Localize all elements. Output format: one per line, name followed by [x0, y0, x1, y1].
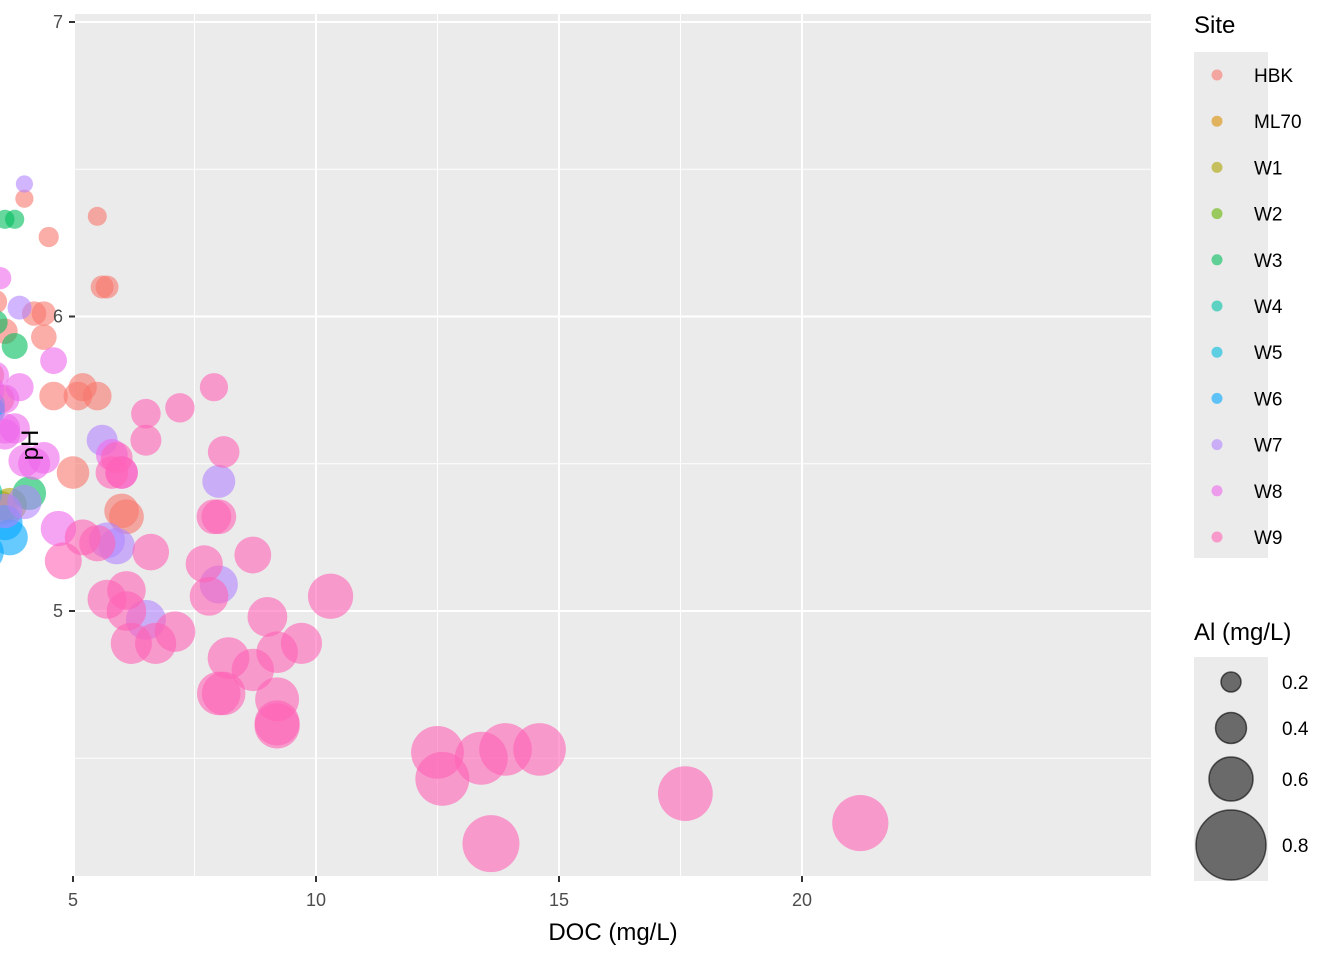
legend-label-w7: W7: [1254, 436, 1283, 457]
size-legend: 0.2 0.4 0.6 0.8: [1195, 671, 1309, 881]
data-point-w9: [513, 723, 566, 776]
size-legend-label: 0.8: [1282, 836, 1308, 857]
legend-label-w4: W4: [1254, 297, 1283, 318]
data-point-w8: [5, 373, 34, 402]
data-point-w8: [0, 413, 30, 444]
legend-key-w1: [1211, 161, 1223, 173]
legend-key-hbk: [1211, 69, 1223, 81]
color-legend-title: Site: [1194, 12, 1235, 39]
legend-label-w1: W1: [1254, 158, 1283, 179]
legend-key-w7: [1211, 439, 1223, 451]
data-point-w9: [247, 596, 288, 637]
legend-key-w6: [1211, 392, 1223, 404]
color-legend: HBK ML70 W1 W2 W3 W4 W5 W6 W7 W8 W9: [1211, 66, 1302, 549]
data-point-w9: [189, 576, 229, 616]
data-point-w8: [27, 441, 60, 474]
data-point-w7: [7, 295, 32, 320]
data-point-w9: [199, 373, 229, 402]
data-point-w8: [0, 267, 12, 290]
y-axis-ticks: 5 6 7: [53, 12, 75, 621]
data-point-w7: [7, 484, 42, 520]
data-point-w9: [234, 536, 272, 574]
data-point-hbk: [56, 456, 90, 489]
legend-label-w8: W8: [1254, 482, 1283, 503]
data-point-hbk: [31, 301, 57, 326]
data-point-hbk: [0, 290, 8, 313]
data-point-w9: [207, 436, 240, 468]
data-point-hbk: [109, 499, 144, 535]
data-point-hbk: [87, 206, 107, 226]
size-legend-key: [1208, 756, 1254, 802]
size-legend-label: 0.2: [1282, 673, 1308, 694]
data-point-w3: [5, 209, 25, 229]
y-tick-label: 7: [53, 12, 63, 32]
size-legend-label: 0.4: [1282, 719, 1309, 740]
data-point-w9: [307, 573, 354, 619]
data-point-hbk: [15, 189, 34, 208]
data-point-w9: [105, 456, 138, 489]
legend-label-w6: W6: [1254, 389, 1283, 410]
legend-key-w2: [1211, 208, 1223, 220]
legend-label-hbk: HBK: [1254, 66, 1293, 87]
data-point-w9: [201, 499, 237, 535]
y-tick-label: 6: [53, 307, 63, 327]
minor-gridlines: [75, 14, 1151, 876]
data-point-w9: [462, 815, 520, 873]
size-legend-key: [1214, 711, 1248, 745]
data-point-w7: [15, 175, 33, 193]
data-point-hbk: [38, 226, 59, 248]
legend-label-w3: W3: [1254, 251, 1283, 272]
legend-key-w3: [1211, 254, 1223, 266]
legend-key-w9: [1211, 531, 1223, 543]
data-point-hbk: [31, 324, 57, 350]
color-legend-background: [1194, 52, 1268, 558]
size-legend-label: 0.6: [1282, 770, 1308, 791]
x-tick-label: 15: [549, 890, 569, 910]
data-points: [0, 175, 889, 873]
legend-key-w5: [1211, 346, 1223, 358]
y-tick-label: 5: [53, 601, 63, 621]
legend-label-w9: W9: [1254, 528, 1283, 549]
legend-key-w8: [1211, 485, 1223, 497]
legend-key-ml70: [1211, 115, 1223, 127]
data-point-w9: [185, 545, 223, 583]
data-point-w9: [657, 766, 713, 821]
data-point-w3: [1, 332, 28, 359]
data-point-w9: [201, 671, 246, 716]
data-point-w9: [154, 611, 196, 652]
data-point-w9: [130, 424, 162, 456]
data-point-hbk: [39, 381, 68, 411]
x-tick-label: 5: [68, 890, 78, 910]
legend-key-w4: [1211, 300, 1223, 312]
plot-background: [75, 14, 1151, 876]
data-point-w9: [832, 794, 889, 852]
data-point-w9: [165, 393, 195, 423]
data-point-w9: [254, 700, 300, 746]
legend-label-w2: W2: [1254, 205, 1283, 226]
x-axis-ticks: 5 10 15 20: [68, 876, 812, 910]
data-point-w9: [79, 525, 116, 562]
data-point-w9: [107, 571, 146, 610]
y-axis-title: pH: [17, 430, 44, 461]
data-point-w9: [131, 398, 161, 429]
size-legend-key: [1220, 671, 1242, 693]
data-point-hbk: [90, 275, 114, 299]
legend-label-w5: W5: [1254, 343, 1283, 364]
x-tick-label: 10: [306, 890, 326, 910]
data-point-hbk: [83, 381, 112, 411]
x-tick-label: 20: [792, 890, 812, 910]
data-point-w9: [132, 533, 170, 571]
data-point-w9: [280, 622, 323, 664]
data-point-w8: [40, 347, 67, 375]
data-point-w7: [202, 464, 236, 498]
x-axis-title: DOC (mg/L): [548, 919, 677, 946]
size-legend-key: [1195, 809, 1267, 881]
size-legend-title: Al (mg/L): [1194, 619, 1291, 646]
legend-label-ml70: ML70: [1254, 112, 1302, 133]
data-point-w3: [0, 310, 8, 334]
